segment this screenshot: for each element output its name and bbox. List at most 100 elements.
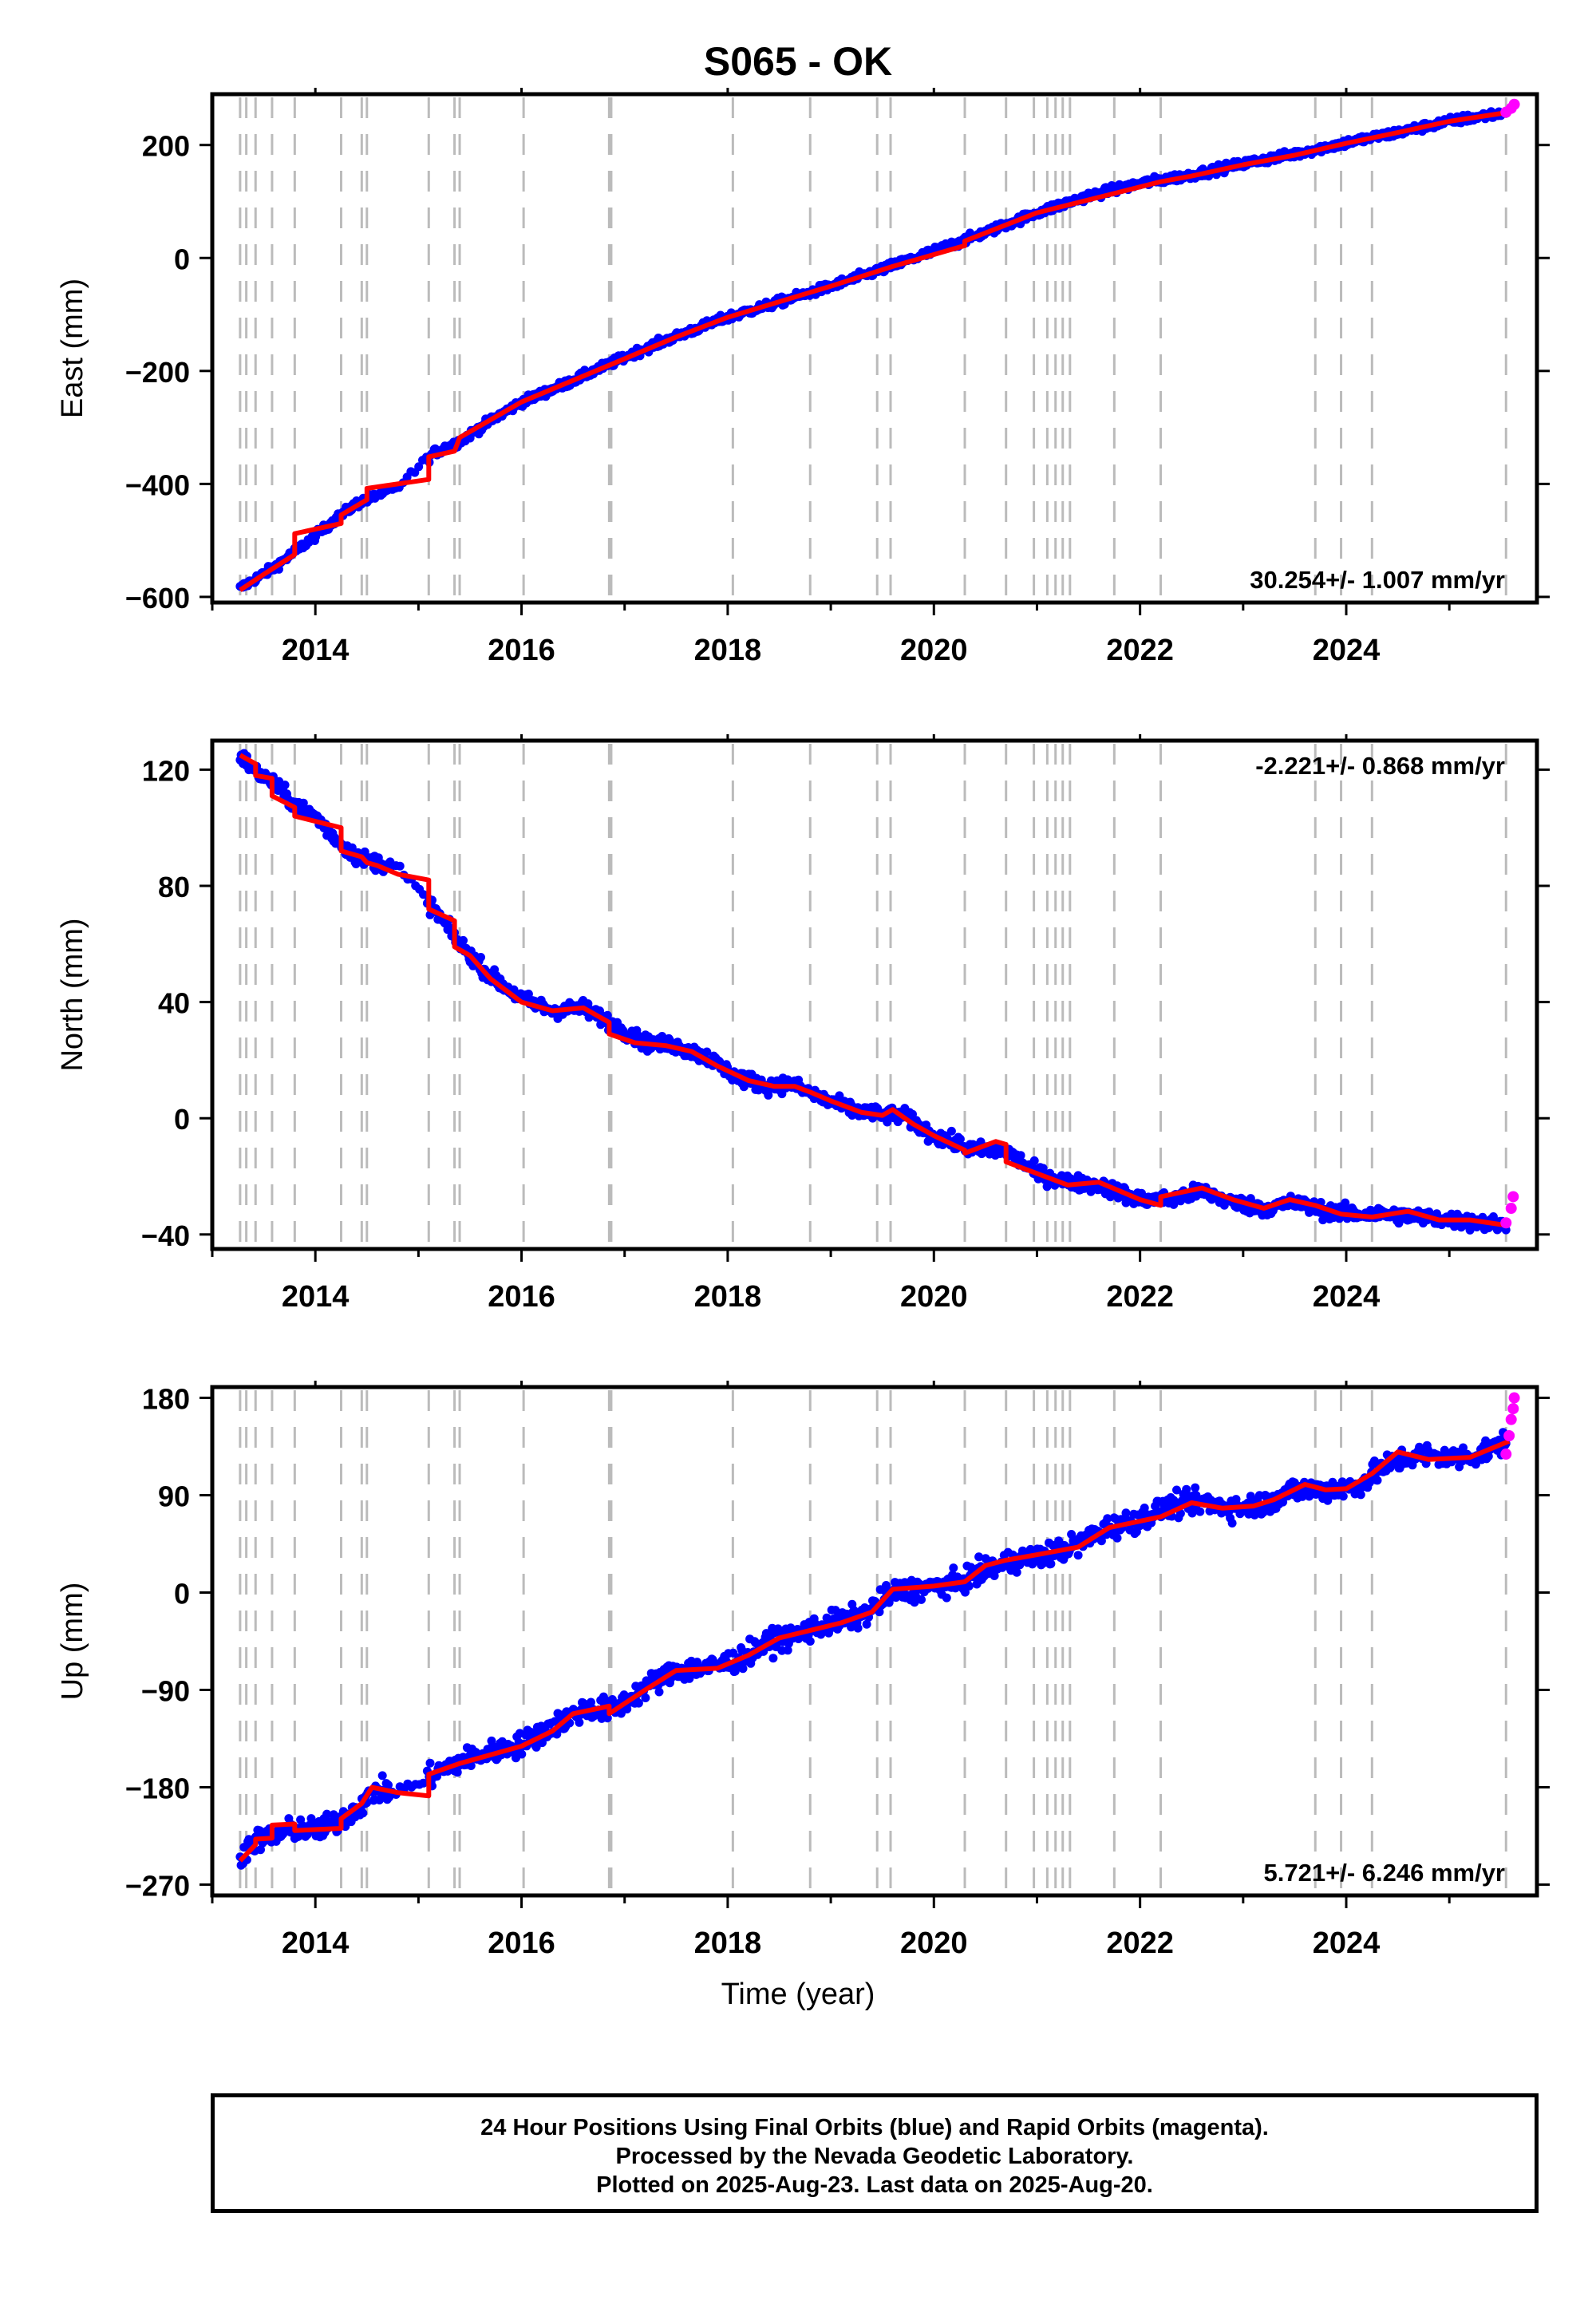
data-point [1246,1492,1255,1501]
north-panel: −40 0 40 80 120 2014 2016 2018 2020 2022 2024 North… [56,734,1550,1314]
data-point [665,1036,674,1045]
y-tick-label: 0 [174,1103,190,1136]
rapid-point [1505,1413,1517,1425]
x-tick-label: 2024 [1313,1280,1381,1314]
data-point [414,462,424,472]
data-point [805,1637,815,1646]
data-point [634,1698,643,1708]
data-point [395,861,405,871]
x-tick-label: 2016 [488,1280,555,1314]
rapid-point [1507,1403,1519,1415]
data-point [738,1664,748,1674]
data-point [531,1742,541,1752]
model-line [239,753,1510,1228]
step-lines [239,744,1507,1246]
data-point [466,1761,476,1770]
data-point [419,890,428,899]
y-axis-label: North (mm) [56,918,89,1071]
data-point [942,1593,951,1603]
data-point [1038,1164,1048,1173]
y-tick-label: −40 [141,1219,190,1252]
x-tick-label: 2018 [694,1280,762,1314]
data-point [1103,1514,1112,1524]
y-axis: −40 0 40 80 120 [141,754,1550,1252]
y-tick-label: −270 [125,1869,190,1902]
step-lines [239,1390,1507,1892]
data-point [1182,1484,1191,1494]
data-point [955,1134,965,1144]
rapid-point [1508,98,1520,110]
x-tick-label: 2014 [282,1927,350,1960]
data-point [882,1581,891,1590]
data-point [981,1554,990,1563]
data-point [1140,1504,1149,1512]
y-axis-label: Up (mm) [56,1583,89,1701]
x-tick-label: 2024 [1313,634,1381,667]
data-point [917,1595,926,1604]
y-axis: −600 −400 −200 0 200 [125,130,1550,615]
plot-frame [210,92,1539,605]
data-point [1227,1519,1237,1528]
data-point [476,953,485,962]
y-tick-label: −90 [141,1674,190,1707]
data-point [384,1780,393,1790]
y-tick-label: 90 [158,1480,190,1513]
data-point [452,1768,462,1777]
data-point [587,1697,595,1707]
x-axis: 2014 2016 2018 2020 2022 2024 [211,734,1451,1314]
y-tick-label: −200 [125,356,190,389]
rapid-orbit-points [1500,1392,1520,1460]
data-point [1016,1151,1025,1160]
y-tick-label: −600 [125,582,190,615]
x-tick-label: 2014 [282,634,350,667]
footer-box: 24 Hour Positions Using Final Orbits (bl… [211,2093,1539,2213]
data-point [347,843,357,852]
x-tick-label: 2020 [900,1927,968,1960]
data-point [783,1646,792,1655]
data-point [1046,1559,1056,1568]
data-point [1029,1156,1039,1165]
data-point [1338,1492,1348,1501]
x-tick-label: 2016 [488,1927,555,1960]
x-tick-label: 2016 [488,634,555,667]
footer-line-1: 24 Hour Positions Using Final Orbits (bl… [480,2115,1269,2140]
rapid-point [1500,1217,1512,1229]
data-point [517,1749,527,1759]
data-point [256,1845,265,1855]
step-lines [239,97,1507,599]
data-point [575,1717,584,1727]
data-point [523,990,533,998]
data-point [459,935,468,945]
footer-line-3: Plotted on 2025-Aug-23. Last data on 202… [596,2172,1153,2198]
rate-label: -2.221+/- 0.868 mm/yr [1255,752,1505,780]
data-point [322,1809,332,1819]
rapid-orbit-points [1500,1191,1519,1229]
rapid-point [1508,1392,1520,1404]
data-point [641,1694,650,1702]
y-tick-label: −400 [125,468,190,501]
data-point [280,781,290,790]
model-line [238,1439,1511,1863]
data-point [1459,1443,1468,1452]
data-point [990,1571,999,1580]
x-axis: 2014 2016 2018 2020 2022 2024 [211,1381,1451,1960]
data-point [946,1126,956,1136]
y-tick-label: 120 [142,754,190,787]
data-point [1172,1485,1181,1495]
x-tick-label: 2022 [1106,634,1174,667]
data-point [964,1581,974,1591]
y-tick-label: −180 [125,1772,190,1804]
data-point [764,1090,773,1100]
rate-label: 30.254+/- 1.007 mm/yr [1250,566,1505,594]
data-point [853,1623,863,1633]
final-orbit-points [235,1428,1511,1870]
data-point [1112,1533,1122,1543]
up-panel: −270 −180 −90 0 90 180 2014 2016 2018 2020 2022 202… [56,1381,1550,1960]
data-point [693,1658,702,1667]
model-line [239,109,1510,592]
data-point [1096,1536,1106,1546]
x-tick-label: 2024 [1313,1927,1381,1960]
data-point [425,1758,435,1768]
data-point [1191,1483,1200,1492]
data-point [862,1619,871,1629]
